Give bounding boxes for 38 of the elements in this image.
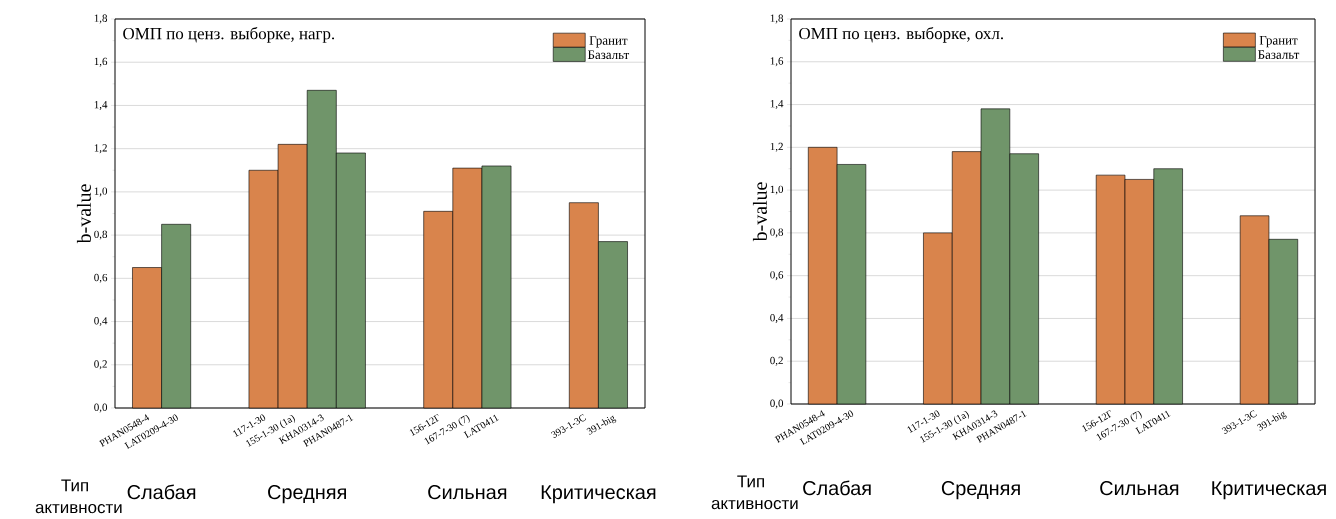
text: Средняя bbox=[941, 481, 1020, 500]
y-tick-label: 1,6 bbox=[94, 57, 108, 67]
y-tick-label: 1,4 bbox=[770, 100, 784, 110]
legend-label: Базальт bbox=[1258, 50, 1300, 59]
text: Сильная bbox=[428, 485, 507, 500]
y-tick-label: 0,4 bbox=[770, 313, 784, 323]
y-tick-label: 0,0 bbox=[94, 403, 108, 413]
text: Средняя bbox=[268, 485, 346, 504]
y-tick-label: 0,4 bbox=[94, 317, 108, 327]
y-tick-label: 1,8 bbox=[94, 14, 108, 24]
chart-title: ОМП по ценз. выборке, охл. bbox=[799, 26, 1003, 43]
y-tick-label: 0,6 bbox=[94, 273, 108, 283]
y-tick-label: 0,2 bbox=[94, 360, 107, 370]
text: Критическая bbox=[541, 485, 656, 504]
y-tick-label: 0,2 bbox=[770, 356, 783, 366]
x-axis-title: Тип активности bbox=[35, 479, 122, 514]
text: Слабая bbox=[127, 484, 196, 500]
y-tick-label: 1,0 bbox=[94, 187, 108, 197]
chart-title: ОМП по ценз. выборке, нагр. bbox=[123, 27, 335, 43]
y-tick-label: 1,6 bbox=[770, 57, 784, 67]
text: Сильная bbox=[1100, 481, 1179, 496]
legend-label: Базальт bbox=[587, 50, 630, 60]
y-tick-label: 1,8 bbox=[770, 14, 784, 24]
text: Критическая bbox=[1212, 481, 1326, 500]
x-axis-title: Тип активности bbox=[711, 475, 798, 510]
text: Слабая bbox=[803, 480, 871, 496]
y-tick-label: 0,6 bbox=[770, 271, 784, 281]
y-axis-title: b-value bbox=[76, 184, 91, 244]
y-tick-label: 0,0 bbox=[770, 399, 784, 409]
y-tick-label: 1,4 bbox=[94, 100, 108, 110]
legend-label: Гранит bbox=[1259, 36, 1298, 48]
y-tick-label: 0,8 bbox=[770, 228, 784, 238]
y-axis-title: b-value bbox=[752, 182, 767, 242]
legend-label: Гранит bbox=[589, 36, 628, 48]
y-tick-label: 1,2 bbox=[94, 144, 107, 154]
y-tick-label: 1,0 bbox=[770, 185, 784, 195]
y-tick-label: 1,2 bbox=[770, 142, 783, 152]
y-tick-label: 0,8 bbox=[94, 230, 108, 240]
